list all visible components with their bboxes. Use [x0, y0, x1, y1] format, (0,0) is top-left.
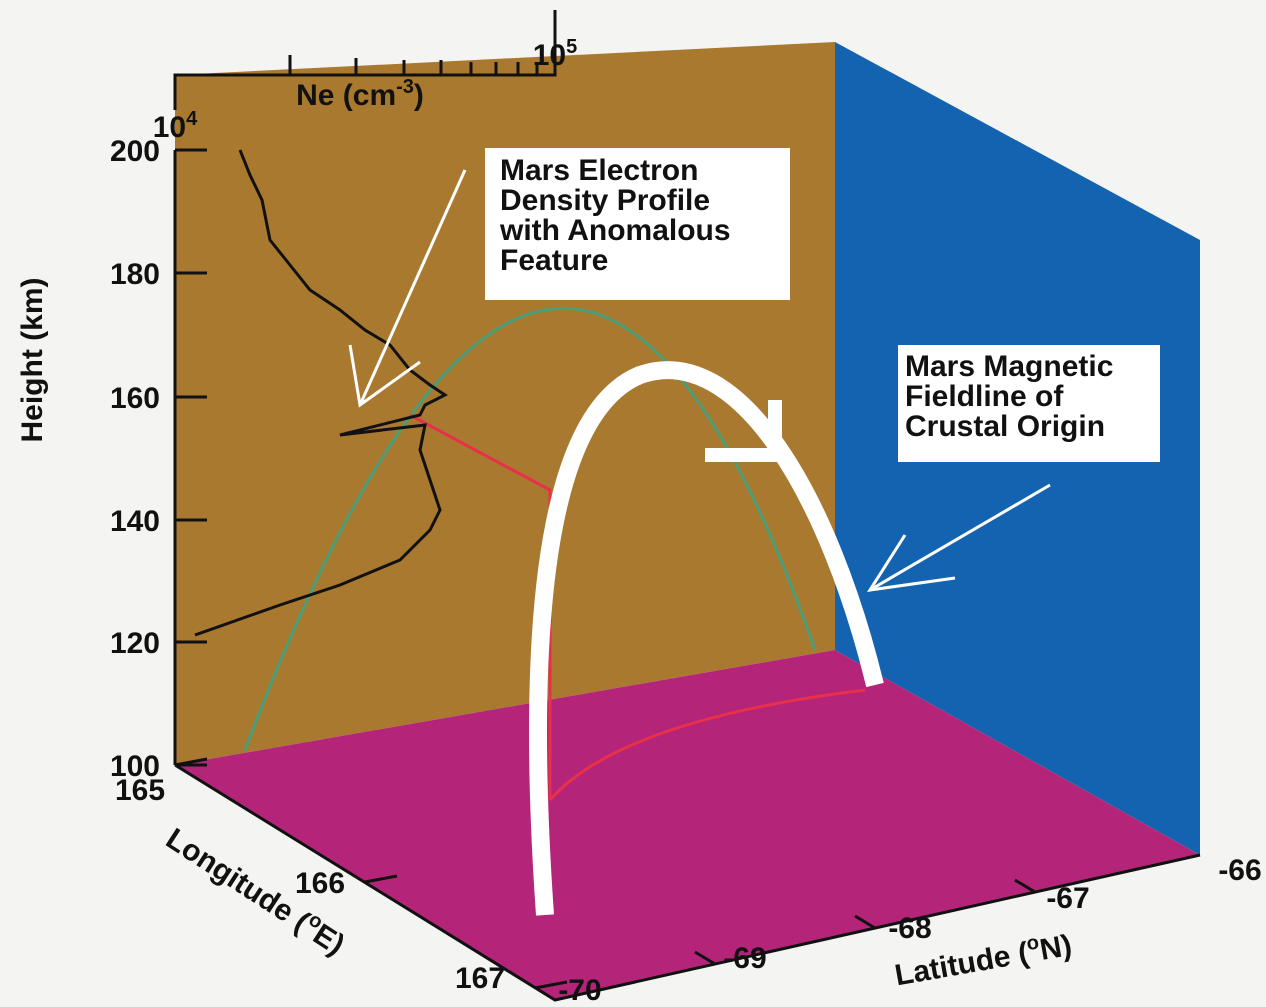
annotation-line: with Anomalous [499, 214, 731, 247]
field-arrow [705, 400, 782, 462]
pointer-arrows [348, 169, 1051, 592]
ne-title: Ne (cm-3) [296, 76, 424, 112]
exponent: 5 [566, 36, 577, 58]
longitude-tick-label: 165 [115, 774, 165, 807]
annotation-line: Mars Magnetic [905, 350, 1113, 383]
annotation-line: Feature [500, 244, 608, 277]
latitude-tick [854, 914, 876, 930]
title-part: Ne (cm [296, 79, 396, 112]
latitude-tick [1014, 878, 1036, 894]
annotation-line: Fieldline of [905, 380, 1064, 413]
red-floor-projection [548, 688, 866, 801]
ne-max: 105 [533, 36, 578, 72]
latitude-tick [694, 950, 716, 966]
height-tick-label: 180 [110, 258, 160, 291]
ne-minor-ticks [288, 55, 539, 75]
latitude-tick-label: -68 [888, 912, 931, 945]
longitude-tick [174, 757, 208, 767]
base: 10 [153, 111, 186, 144]
floor-edges [174, 763, 1201, 1002]
title-part: N) [1037, 929, 1074, 967]
height-tick-label: 100 [110, 750, 160, 783]
height-tick-label: 200 [110, 135, 160, 168]
annotation-line: Density Profile [500, 184, 710, 217]
annotation-box [485, 148, 790, 300]
ne-axis [173, 10, 557, 110]
density-profile [194, 149, 448, 637]
title-part: ) [414, 79, 424, 112]
field-projection [243, 307, 817, 751]
height-tick-label: 140 [110, 505, 160, 538]
annotation-box [898, 345, 1160, 462]
annotation-line: Mars Electron [500, 154, 698, 187]
exponent: 4 [186, 108, 198, 130]
longitude-tick [534, 980, 568, 990]
latitude-tick-label: -66 [1218, 854, 1261, 887]
ne-min: 104 [153, 108, 198, 144]
title-part: Longitude ( [160, 822, 315, 939]
tick-marks [174, 148, 1036, 990]
red-projection [409, 413, 552, 800]
annotation-line: Crustal Origin [905, 410, 1105, 443]
field-line [529, 361, 884, 916]
longitude-tick [364, 874, 398, 884]
latitude-tick-label: -70 [558, 974, 601, 1007]
base: 10 [533, 39, 566, 72]
latitude-tick-label: -69 [723, 942, 766, 975]
height-title: Height (km) [16, 278, 49, 443]
title-degree: o [1025, 931, 1041, 955]
longitude-tick-label: 167 [455, 962, 505, 995]
longitude-tick-label: 166 [295, 867, 345, 900]
latitude-tick-label: -67 [1046, 882, 1089, 915]
height-tick-label: 120 [110, 627, 160, 660]
height-tick-label: 160 [110, 382, 160, 415]
title-exponent: -3 [396, 76, 414, 98]
